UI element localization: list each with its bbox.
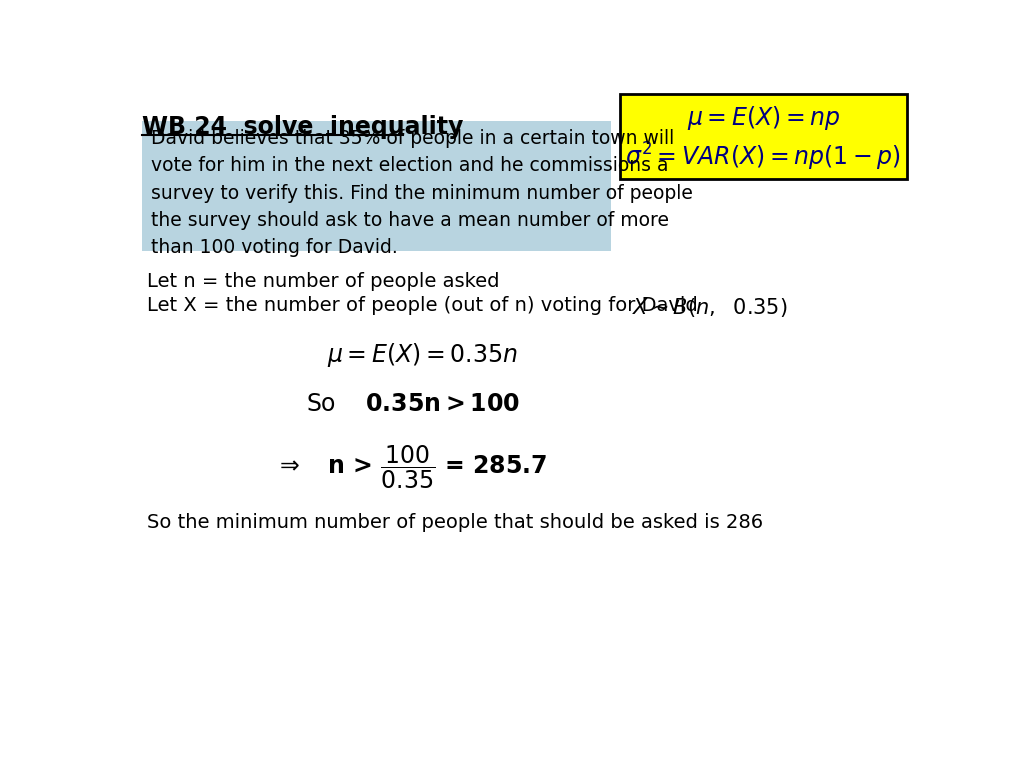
Text: Let X = the number of people (out of n) voting for David: Let X = the number of people (out of n) … [147, 296, 698, 315]
Text: $\Rightarrow\ \ $ n > $\dfrac{100}{0.35}$ = 285.7: $\Rightarrow\ \ $ n > $\dfrac{100}{0.35}… [275, 443, 548, 491]
Text: WB 24  solve  inequality: WB 24 solve inequality [142, 115, 463, 139]
Text: David believes that 35% of people in a certain town will
vote for him in the nex: David believes that 35% of people in a c… [152, 129, 693, 257]
Text: So    $\mathbf{0.35n > 100}$: So $\mathbf{0.35n > 100}$ [306, 392, 520, 416]
Text: $\mu = E(X) = np$: $\mu = E(X) = np$ [687, 104, 841, 131]
Text: $\mu = E(X) = 0.35n$: $\mu = E(X) = 0.35n$ [327, 341, 518, 369]
FancyBboxPatch shape [621, 94, 907, 179]
FancyBboxPatch shape [142, 121, 611, 251]
Text: Let n = the number of people asked: Let n = the number of people asked [147, 272, 500, 290]
Text: So the minimum number of people that should be asked is 286: So the minimum number of people that sho… [147, 512, 764, 531]
Text: $X{\sim}B(n,\ \ 0.35)$: $X{\sim}B(n,\ \ 0.35)$ [632, 296, 787, 319]
Text: $\sigma^2 = VAR(X) = np(1-p)$: $\sigma^2 = VAR(X) = np(1-p)$ [626, 141, 901, 173]
